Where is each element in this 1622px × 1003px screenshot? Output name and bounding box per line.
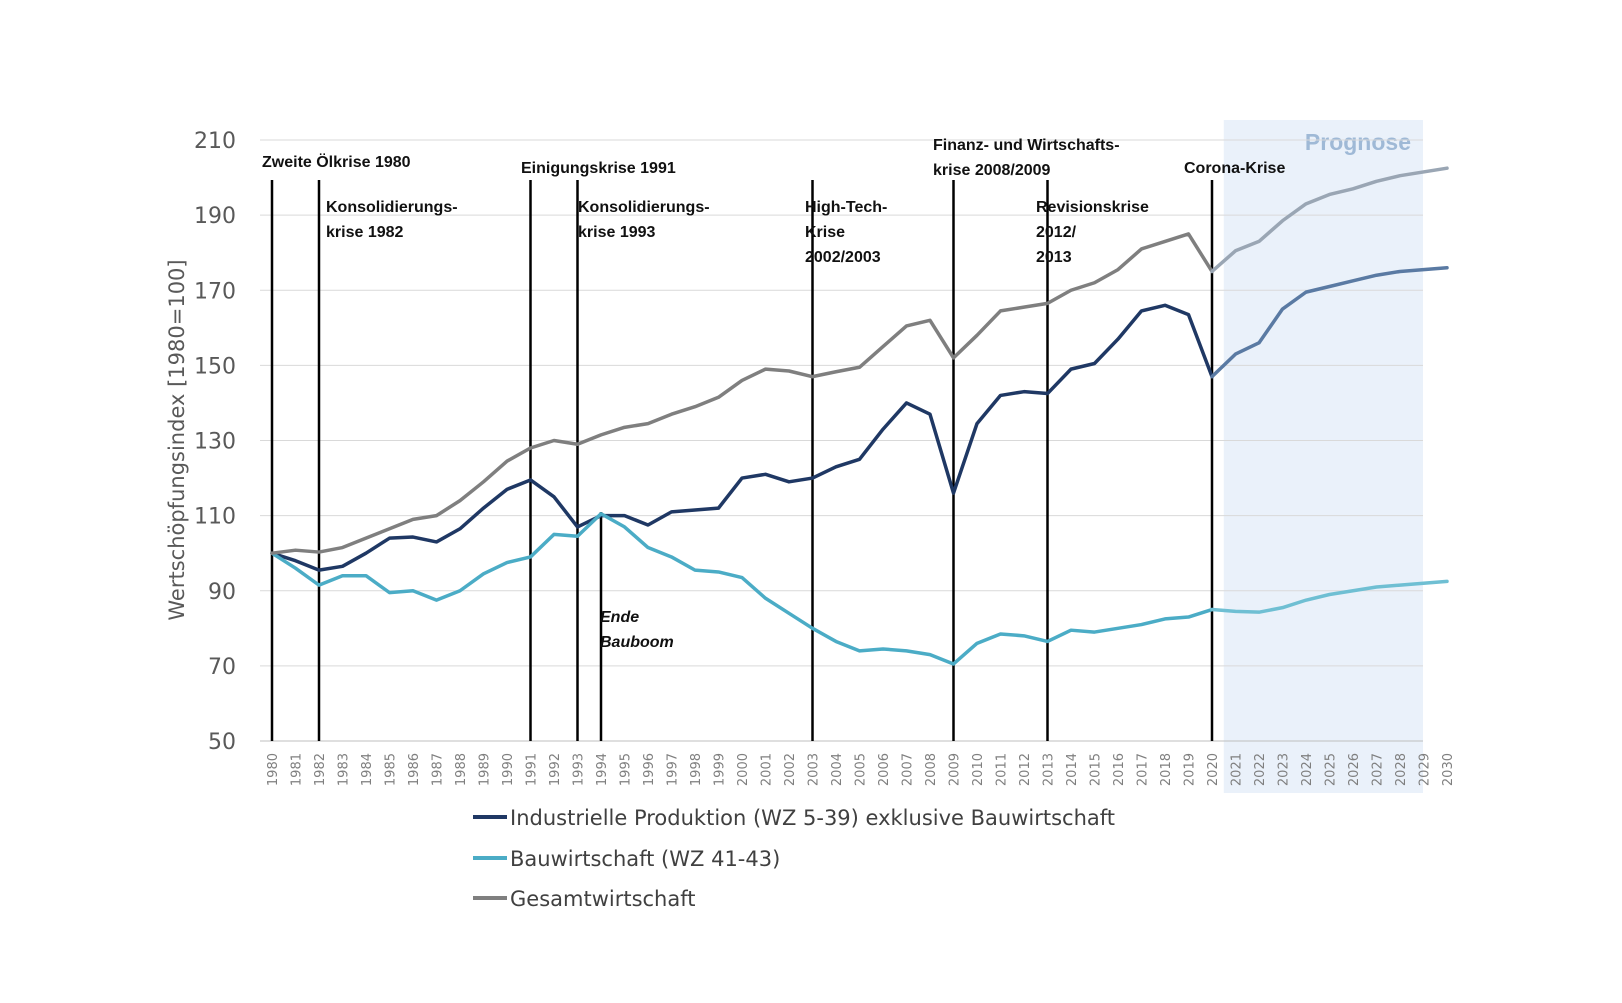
- crisis-label-1993-line-1: Konsolidierungs-: [578, 199, 710, 216]
- x-tick-label-2018: 2018: [1159, 753, 1174, 786]
- crisis-label-1982-line-2: krise 1982: [326, 224, 404, 241]
- crisis-label-2003-line-1: High-Tech-: [805, 199, 887, 216]
- series-forecast-line-2: [1210, 579, 1449, 614]
- y-tick-label-50: 50: [208, 730, 236, 755]
- x-tick-label-2009: 2009: [948, 753, 963, 786]
- x-tick-label-2007: 2007: [901, 753, 916, 786]
- y-tick-label-110: 110: [194, 505, 236, 530]
- series-line-3: [270, 232, 1214, 555]
- crisis-label-2013-line-3: 2013: [1036, 249, 1072, 266]
- x-tick-label-1989: 1989: [478, 753, 493, 786]
- x-tick-label-1999: 1999: [713, 753, 728, 786]
- crisis-label-1994-line-2: Bauboom: [600, 634, 674, 651]
- x-tick-label-2027: 2027: [1371, 753, 1386, 786]
- x-tick-label-2005: 2005: [854, 753, 869, 786]
- x-tick-label-1991: 1991: [525, 753, 540, 786]
- y-tick-label-70: 70: [208, 655, 236, 680]
- x-tick-label-1994: 1994: [595, 753, 610, 786]
- x-tick-label-2021: 2021: [1230, 753, 1245, 786]
- x-tick-label-2024: 2024: [1300, 753, 1315, 786]
- x-tick-label-2016: 2016: [1112, 753, 1127, 786]
- y-axis-label: Wertschöpfungsindex [1980=100]: [165, 259, 189, 620]
- x-tick-label-2003: 2003: [807, 753, 822, 786]
- x-tick-label-2002: 2002: [783, 753, 798, 786]
- x-tick-label-2029: 2029: [1418, 753, 1433, 786]
- forecast-label: Prognose: [1305, 129, 1411, 155]
- x-tick-label-2017: 2017: [1136, 753, 1151, 786]
- crisis-label-2013-line-1: Revisionskrise: [1036, 199, 1149, 216]
- x-tick-label-1993: 1993: [572, 753, 587, 786]
- y-tick-label-150: 150: [194, 354, 236, 379]
- y-tick-label-90: 90: [208, 580, 236, 605]
- x-tick-label-1980: 1980: [266, 753, 281, 786]
- x-tick-label-2014: 2014: [1065, 753, 1080, 786]
- x-tick-label-2012: 2012: [1018, 753, 1033, 786]
- series-forecast-line-1: [1210, 265, 1449, 379]
- crisis-label-2003-line-2: Krise: [805, 224, 845, 241]
- crisis-label-2020-line-1: Corona-Krise: [1184, 160, 1285, 177]
- x-tick-label-1981: 1981: [290, 753, 305, 786]
- x-tick-label-1984: 1984: [360, 753, 375, 786]
- y-tick-label-130: 130: [194, 430, 236, 455]
- x-tick-label-1982: 1982: [313, 753, 328, 786]
- x-tick-label-1987: 1987: [431, 753, 446, 786]
- legend-label-3: Gesamtwirtschaft: [510, 887, 696, 911]
- x-tick-label-2015: 2015: [1089, 753, 1104, 786]
- crisis-label-2009-line-2: krise 2008/2009: [933, 162, 1051, 179]
- series-line-2: [270, 511, 1214, 666]
- legend-label-1: Industrielle Produktion (WZ 5-39) exklus…: [510, 806, 1115, 830]
- crisis-label-1993-line-2: krise 1993: [578, 224, 656, 241]
- y-tick-label-210: 210: [194, 129, 236, 154]
- x-tick-label-1990: 1990: [501, 753, 516, 786]
- crisis-label-1994-line-1: Ende: [600, 609, 639, 626]
- x-tick-label-2028: 2028: [1394, 753, 1409, 786]
- x-tick-label-2022: 2022: [1253, 753, 1268, 786]
- x-tick-label-1998: 1998: [689, 753, 704, 786]
- crisis-label-2003-line-3: 2002/2003: [805, 249, 881, 266]
- x-tick-label-1997: 1997: [666, 753, 681, 786]
- x-tick-label-1995: 1995: [619, 753, 634, 786]
- x-tick-label-1983: 1983: [337, 753, 352, 786]
- crisis-label-1991-line-1: Einigungskrise 1991: [521, 160, 676, 177]
- series-forecast-line-3: [1210, 166, 1449, 274]
- y-tick-label-190: 190: [194, 204, 236, 229]
- series-line-1: [270, 303, 1214, 572]
- x-tick-label-1992: 1992: [548, 753, 563, 786]
- y-tick-label-170: 170: [194, 279, 236, 304]
- x-tick-label-2030: 2030: [1441, 753, 1456, 786]
- x-tick-label-2026: 2026: [1347, 753, 1362, 786]
- x-tick-label-2008: 2008: [924, 753, 939, 786]
- x-tick-label-2004: 2004: [830, 753, 845, 786]
- x-tick-label-2025: 2025: [1324, 753, 1339, 786]
- x-tick-label-2001: 2001: [760, 753, 775, 786]
- x-tick-label-2020: 2020: [1206, 753, 1221, 786]
- x-tick-label-1996: 1996: [642, 753, 657, 786]
- forecast-region: [1223, 120, 1423, 793]
- x-tick-label-2023: 2023: [1277, 753, 1292, 786]
- x-tick-label-2006: 2006: [877, 753, 892, 786]
- x-tick-label-2019: 2019: [1183, 753, 1198, 786]
- x-tick-label-2010: 2010: [971, 753, 986, 786]
- legend-label-2: Bauwirtschaft (WZ 41-43): [510, 847, 780, 871]
- crisis-label-1980-line-1: Zweite Ölkrise 1980: [262, 152, 411, 171]
- crisis-label-2013-line-2: 2012/: [1036, 224, 1077, 241]
- crisis-label-2009-line-1: Finanz- und Wirtschafts-: [933, 137, 1120, 154]
- x-tick-label-1986: 1986: [407, 753, 422, 786]
- crisis-label-1982-line-1: Konsolidierungs-: [326, 199, 458, 216]
- x-tick-label-2013: 2013: [1042, 753, 1057, 786]
- x-tick-label-1985: 1985: [384, 753, 399, 786]
- x-tick-label-1988: 1988: [454, 753, 469, 786]
- x-tick-label-2000: 2000: [736, 753, 751, 786]
- x-tick-label-2011: 2011: [995, 753, 1010, 786]
